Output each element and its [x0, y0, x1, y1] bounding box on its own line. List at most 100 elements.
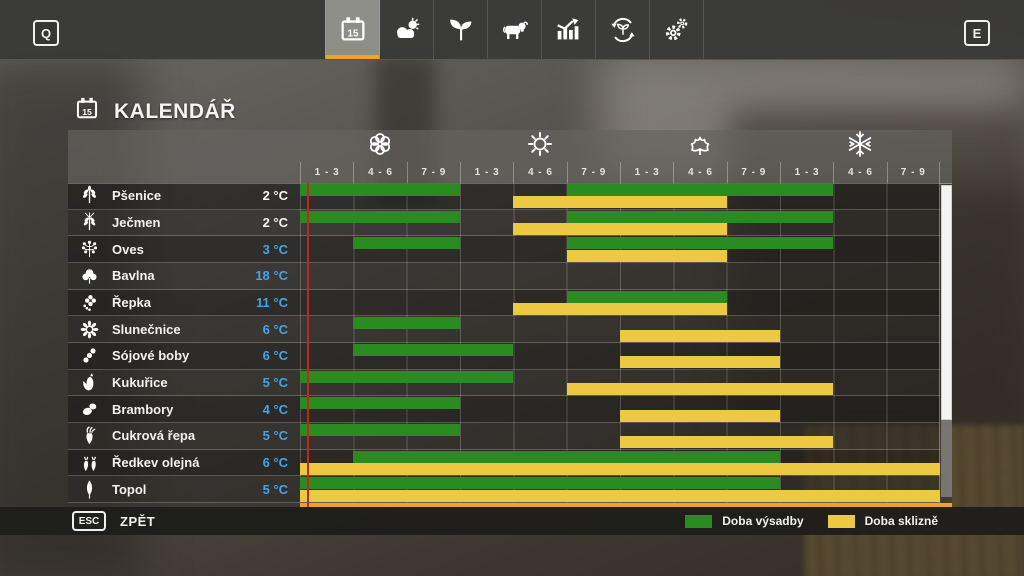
planting-bar — [300, 370, 514, 383]
crop-name: Ředkev olejná — [112, 454, 200, 470]
period-label: 4 - 6 — [833, 162, 886, 183]
crop-timeline — [300, 210, 940, 236]
sunflower-icon — [76, 318, 102, 340]
gears-icon — [661, 14, 693, 46]
legend-harvest-swatch — [827, 514, 855, 528]
crop-label: Cukrová řepa 5 °C — [68, 423, 300, 449]
tab-crops[interactable] — [434, 0, 488, 59]
planting-bar — [300, 210, 460, 223]
next-tab-key[interactable]: E — [964, 20, 990, 46]
prev-tab-key[interactable]: Q — [33, 20, 59, 46]
planting-bar — [353, 343, 514, 356]
harvest-bar — [300, 462, 940, 475]
calendar-icon: 15 — [337, 14, 369, 46]
crop-row-3: Oves 3 °C — [68, 236, 940, 263]
poplar-icon — [76, 478, 102, 500]
period-label: 1 - 3 — [459, 162, 513, 183]
sun-icon — [525, 129, 555, 164]
snowflake-icon — [845, 129, 875, 164]
scrollbar-thumb[interactable] — [941, 185, 952, 420]
cotton-icon — [76, 265, 102, 287]
tab-settings[interactable] — [650, 0, 704, 59]
harvest-bar — [620, 356, 780, 369]
period-label: 7 - 9 — [886, 162, 940, 183]
crop-name: Bavlna — [112, 268, 155, 284]
crop-label: Brambory 4 °C — [68, 396, 300, 422]
crop-row-6: Slunečnice 6 °C — [68, 316, 940, 343]
tab-animals[interactable] — [488, 0, 542, 59]
top-menu-bar: Q 15 E — [0, 0, 1024, 60]
current-day-marker — [307, 183, 310, 507]
tab-calendar[interactable]: 15 — [325, 0, 380, 59]
legend: Doba výsadby Doba sklizně — [685, 514, 952, 528]
crop-name: Brambory — [112, 401, 174, 417]
crop-temperature: 3 °C — [262, 241, 288, 257]
svg-text:15: 15 — [82, 107, 92, 117]
planting-bar — [566, 210, 834, 223]
tab-statistics[interactable] — [542, 0, 596, 59]
crop-label: Kukuřice 5 °C — [68, 370, 300, 396]
maple-leaf-icon — [685, 129, 715, 164]
crop-row-2: Ječmen 2 °C — [68, 209, 940, 237]
crop-row-7: Sójové boby 6 °C — [68, 342, 940, 370]
crop-label: Ječmen 2 °C — [68, 210, 300, 236]
back-label: ZPĚT — [120, 513, 156, 529]
soybean-icon — [76, 345, 102, 367]
svg-text:15: 15 — [347, 28, 358, 39]
crop-timeline — [300, 236, 940, 262]
page-title: KALENDÁŘ — [114, 99, 236, 123]
calendar-bottom-border — [300, 503, 952, 507]
crop-name: Kukuřice — [112, 374, 168, 390]
crop-timeline — [300, 396, 940, 422]
crop-timeline — [300, 476, 940, 502]
harvest-bar — [620, 329, 780, 342]
harvest-bar — [513, 196, 727, 209]
cycle-icon — [607, 14, 639, 46]
crop-temperature: 4 °C — [262, 401, 288, 417]
crop-temperature: 5 °C — [262, 428, 288, 444]
season-winter — [780, 130, 940, 162]
chart-icon — [553, 14, 585, 46]
crop-label: Sójové boby 6 °C — [68, 343, 300, 369]
planting-bar — [300, 477, 780, 490]
wheat-icon — [76, 185, 102, 207]
crop-temperature: 6 °C — [262, 321, 288, 337]
crop-temperature: 18 °C — [255, 268, 288, 284]
escape-key-button[interactable]: ESC — [72, 511, 106, 531]
crop-row-10: Cukrová řepa 5 °C — [68, 422, 940, 450]
harvest-bar — [620, 409, 780, 422]
crop-name: Ječmen — [112, 214, 161, 230]
crop-label: Pšenice 2 °C — [68, 183, 300, 209]
crop-temperature: 5 °C — [262, 481, 288, 497]
radish-icon — [76, 451, 102, 473]
season-icon-row — [300, 130, 940, 162]
period-label: 4 - 6 — [673, 162, 726, 183]
planting-bar — [353, 317, 460, 330]
crop-label: Bavlna 18 °C — [68, 263, 300, 289]
tab-weather[interactable] — [380, 0, 434, 59]
crop-timeline — [300, 343, 940, 369]
cow-icon — [499, 14, 531, 46]
flower-icon — [365, 129, 395, 164]
crop-rows: Pšenice 2 °C Ječmen 2 °C Oves 3 °C Bavlna 18 °C… — [68, 183, 952, 503]
tab-economy[interactable] — [596, 0, 650, 59]
crop-temperature: 2 °C — [262, 188, 288, 204]
menu-tabs: 15 — [325, 0, 704, 59]
calendar-icon: 15 — [72, 95, 102, 128]
crop-name: Pšenice — [112, 188, 162, 204]
harvest-bar — [513, 303, 727, 316]
period-label: 1 - 3 — [779, 162, 833, 183]
weather-icon — [391, 14, 423, 46]
period-label: 4 - 6 — [513, 162, 566, 183]
scrollbar[interactable] — [941, 185, 952, 497]
crop-row-12: Topol 5 °C — [68, 476, 940, 503]
harvest-bar — [300, 489, 940, 502]
season-autumn — [620, 130, 780, 162]
barley-icon — [76, 211, 102, 233]
crop-timeline — [300, 263, 940, 289]
legend-planting-swatch — [685, 514, 713, 528]
crop-timeline — [300, 183, 940, 209]
